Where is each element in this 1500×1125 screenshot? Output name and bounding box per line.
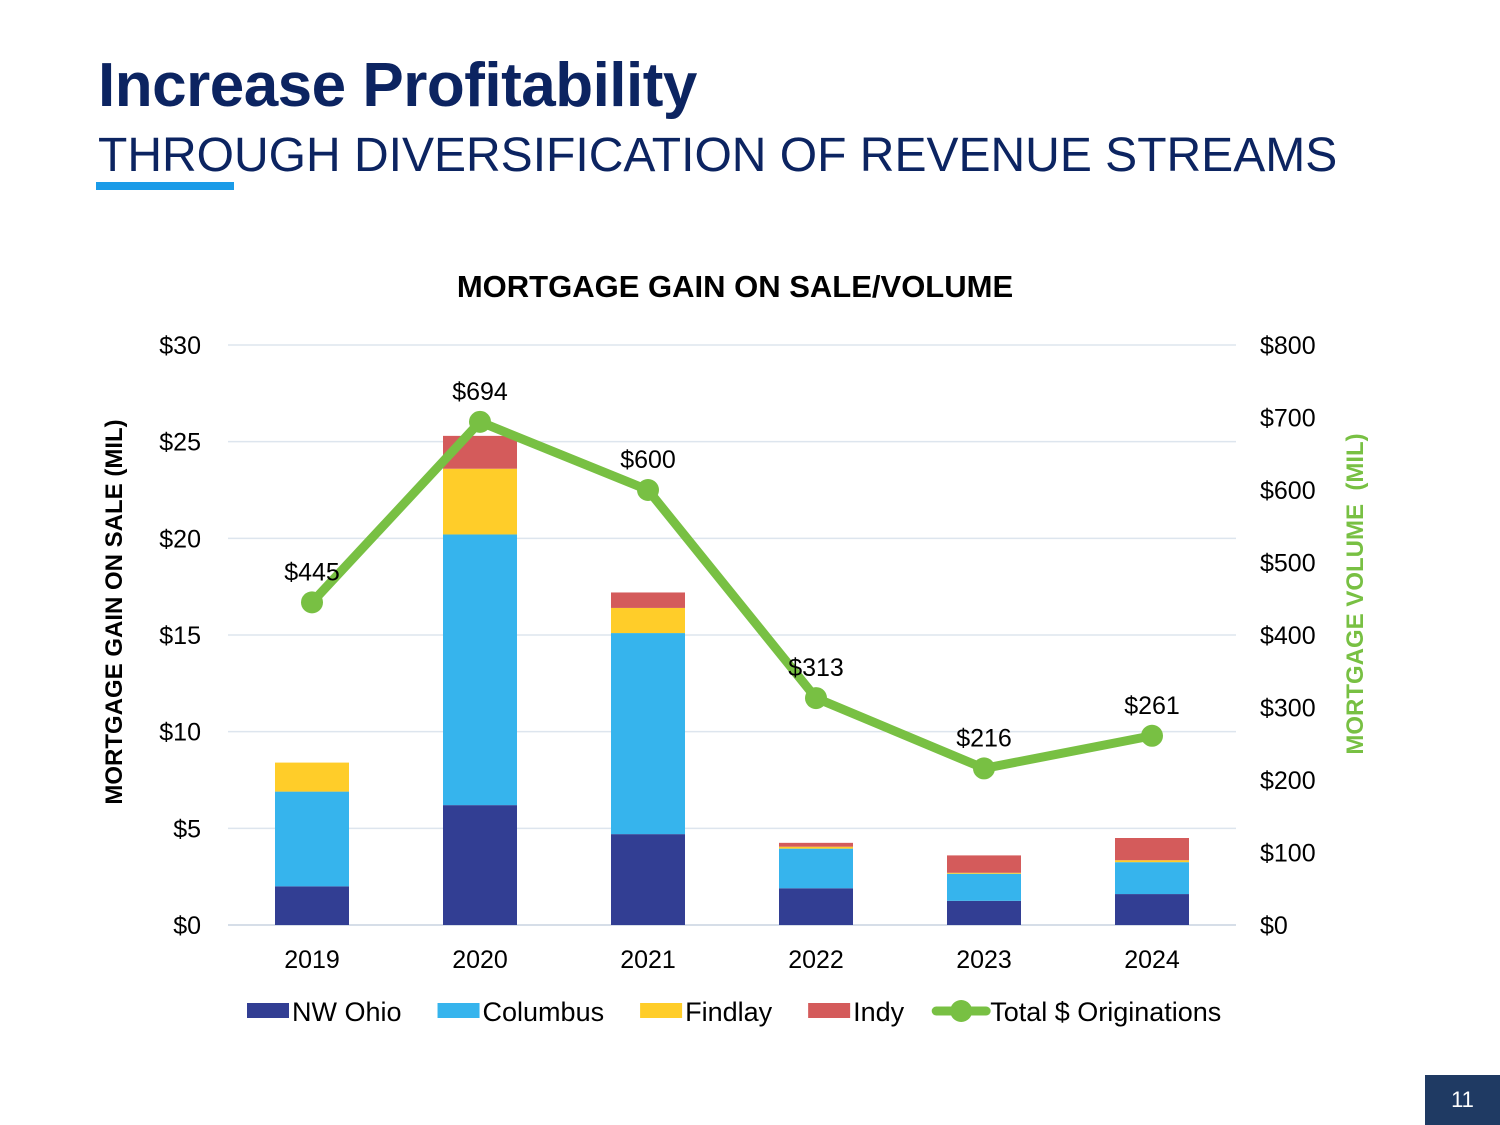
bar-columbus (611, 633, 685, 835)
page-title: Increase Profitability (98, 51, 697, 120)
bar-columbus (1115, 862, 1189, 895)
y-axis-title: MORTGAGE GAIN ON SALE (MIL) (101, 419, 128, 804)
legend-swatch (247, 1003, 289, 1018)
originations-point (301, 591, 323, 614)
y2-tick-label: $600 (1260, 477, 1316, 505)
bar-columbus (779, 848, 853, 889)
originations-line-path (307, 417, 1157, 773)
y2-tick-label: $100 (1260, 840, 1316, 868)
chart-title: MORTGAGE GAIN ON SALE/VOLUME (457, 269, 1013, 304)
axes: $0 $5 $10 $15 $20 $25 $30 $0 $100 $200 $300 $400 $50… (159, 332, 1315, 974)
y2-tick-label: $200 (1260, 767, 1316, 795)
title-accent-bar (96, 182, 234, 190)
y-tick-label: $0 (173, 912, 201, 940)
bar-findlay (779, 846, 853, 849)
page-number: 11 (1425, 1075, 1500, 1125)
bar-nw-ohio (947, 900, 1021, 925)
bar-findlay (275, 762, 349, 792)
bar-columbus (443, 534, 517, 806)
x-tick-label: 2019 (284, 946, 340, 974)
bar-columbus (947, 873, 1021, 901)
originations-data-label: $445 (284, 558, 340, 586)
page-subtitle: THROUGH DIVERSIFICATION OF REVENUE STREA… (98, 129, 1338, 182)
bar-indy (779, 842, 853, 847)
bar-indy (1115, 838, 1189, 861)
y-tick-label: $25 (159, 429, 201, 457)
originations-data-label: $216 (956, 724, 1012, 752)
legend-label: Findlay (685, 997, 773, 1027)
bar-indy (611, 592, 685, 608)
bar-nw-ohio (443, 805, 517, 925)
y2-tick-label: $0 (1260, 912, 1288, 940)
gridlines (228, 344, 1236, 926)
originations-point (805, 687, 827, 710)
y-tick-label: $20 (159, 525, 201, 553)
x-tick-label: 2023 (956, 946, 1012, 974)
x-tick-label: 2022 (788, 946, 844, 974)
legend-swatch (640, 1003, 683, 1018)
y-tick-label: $5 (173, 815, 201, 843)
legend-line-marker (950, 1000, 973, 1022)
bar-nw-ohio (611, 834, 685, 925)
x-tick-label: 2020 (452, 946, 508, 974)
x-tick-label: 2021 (620, 946, 676, 974)
originations-point (973, 757, 995, 780)
legend-swatch (808, 1003, 851, 1018)
bar-findlay (947, 872, 1021, 874)
originations-line: $445 $694 $600 $313 $216 $261 (284, 378, 1180, 780)
originations-point (637, 479, 659, 501)
bar-findlay (611, 607, 685, 634)
y2-tick-label: $800 (1260, 332, 1316, 360)
legend: NW Ohio Columbus Findlay Indy Total $ Origin… (247, 997, 1221, 1027)
y2-tick-label: $400 (1260, 622, 1316, 650)
x-tick-label: 2024 (1124, 946, 1180, 974)
bar-columbus (275, 791, 349, 887)
bar-nw-ohio (779, 888, 853, 925)
legend-label: NW Ohio (292, 997, 402, 1027)
originations-data-label: $694 (452, 378, 508, 406)
legend-swatch (437, 1003, 480, 1018)
originations-data-label: $313 (788, 654, 844, 682)
legend-label: Total $ Originations (990, 997, 1221, 1027)
y2-tick-label: $700 (1260, 405, 1316, 433)
y-tick-label: $15 (159, 622, 201, 650)
y2-axis-title: MORTGAGE VOLUME (MIL) (1342, 433, 1369, 754)
bar-nw-ohio (1115, 894, 1189, 925)
bars (275, 435, 1189, 925)
originations-data-label: $261 (1124, 692, 1180, 720)
legend-label: Columbus (483, 997, 605, 1027)
originations-data-label: $600 (620, 446, 676, 474)
y-tick-label: $10 (159, 719, 201, 747)
originations-point (469, 410, 491, 433)
bar-nw-ohio (275, 886, 349, 925)
y2-tick-label: $300 (1260, 695, 1316, 723)
originations-point (1141, 724, 1163, 747)
legend-label: Indy (853, 997, 905, 1027)
bar-indy (947, 855, 1021, 873)
y2-tick-label: $500 (1260, 550, 1316, 578)
bar-findlay (1115, 860, 1189, 863)
bar-findlay (443, 468, 517, 535)
y-tick-label: $30 (159, 332, 201, 360)
